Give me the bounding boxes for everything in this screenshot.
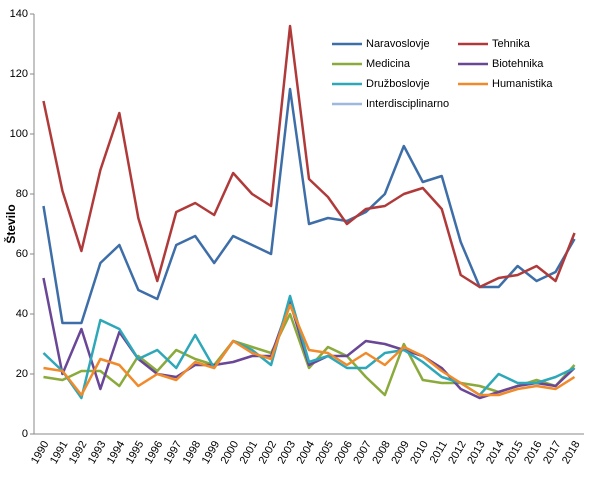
y-tick-label: 60 [16,248,28,260]
x-tick-label: 1999 [200,439,223,466]
x-tick-label: 1998 [181,439,204,466]
x-tick-label: 1996 [143,439,166,466]
x-tick-label: 1992 [67,439,90,466]
y-tick-label: 100 [10,128,28,140]
x-tick-label: 2007 [351,439,374,466]
x-tick-label: 2005 [313,439,336,466]
x-tick-label: 2014 [484,439,507,466]
x-tick-label: 1994 [105,439,128,466]
y-tick-label: 40 [16,308,28,320]
x-tick-label: 2016 [522,439,545,466]
x-tick-label: 2001 [238,439,261,466]
x-tick-label: 2010 [408,439,431,466]
series-line [42,24,576,289]
legend-label: Humanistika [492,78,553,90]
x-tick-label: 2000 [219,439,242,466]
x-tick-label: 2017 [541,439,564,466]
y-tick-label: 0 [22,428,28,440]
y-tick-label: 20 [16,368,28,380]
x-tick-label: 2009 [389,439,412,466]
legend-label: Tehnika [492,38,531,50]
x-tick-label: 2004 [294,439,317,466]
x-tick-label: 2012 [446,439,469,466]
x-tick-label: 2008 [370,439,393,466]
y-tick-label: 140 [10,8,28,20]
x-tick-label: 2006 [332,439,355,466]
series-line [43,312,576,397]
x-tick-label: 1990 [29,439,52,466]
x-tick-label: 1995 [124,439,147,466]
legend-label: Interdisciplinarno [366,98,449,110]
series-line [43,303,576,397]
legend-label: Biotehnika [492,58,544,70]
legend-label: Družboslovje [366,78,430,90]
y-tick-label: 80 [16,188,28,200]
x-tick-label: 1991 [48,439,71,466]
series-line [42,87,576,325]
y-axis-label: Število [3,204,18,243]
x-tick-label: 1997 [162,439,185,466]
legend-label: Naravoslovje [366,38,430,50]
y-tick-label: 120 [10,68,28,80]
x-tick-label: 2015 [503,439,526,466]
x-tick-label: 2003 [276,439,299,466]
x-tick-label: 2002 [257,439,280,466]
x-tick-label: 1993 [86,439,109,466]
legend-label: Medicina [366,58,411,70]
x-tick-label: 2013 [465,439,488,466]
x-tick-label: 2018 [560,439,583,466]
series-line [42,294,576,400]
